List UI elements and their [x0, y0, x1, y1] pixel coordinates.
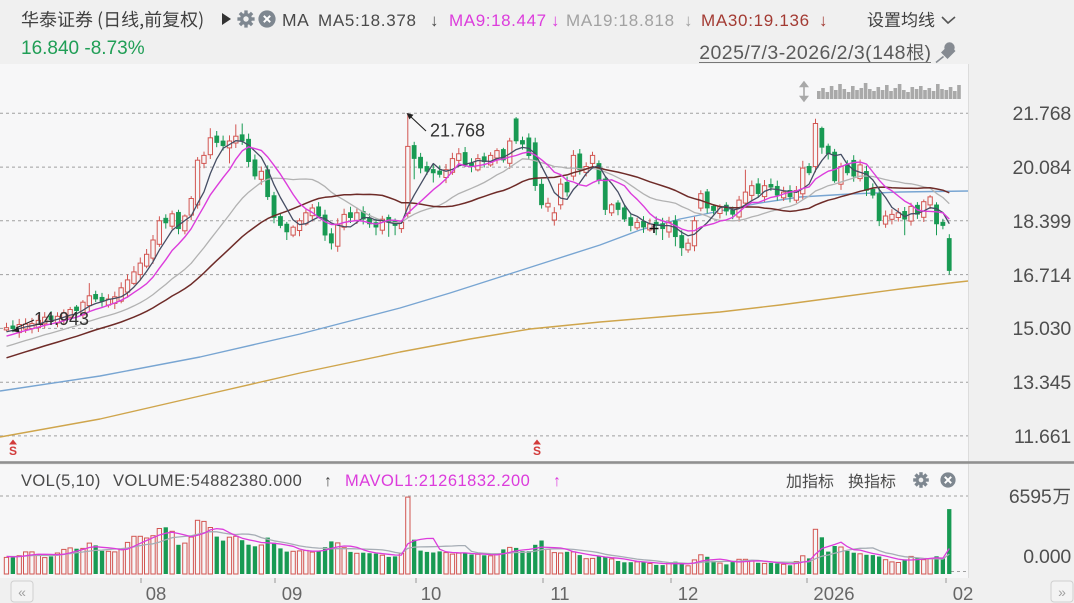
svg-text:15.030: 15.030	[1013, 318, 1072, 340]
svg-text:↑: ↑	[553, 473, 561, 490]
svg-text:MA: MA	[282, 10, 309, 30]
svg-text:MAVOL1:21261832.200: MAVOL1:21261832.200	[345, 472, 530, 490]
svg-text:MA19:18.818: MA19:18.818	[566, 11, 675, 30]
svg-text:S: S	[533, 444, 541, 458]
svg-text:21.768: 21.768	[430, 121, 485, 141]
svg-text:S: S	[9, 444, 17, 458]
svg-text:09: 09	[282, 583, 303, 603]
svg-text:0.000: 0.000	[1023, 546, 1071, 568]
svg-text:02: 02	[953, 583, 974, 603]
svg-text:13.345: 13.345	[1013, 372, 1072, 394]
svg-text:MA5:18.378: MA5:18.378	[318, 11, 417, 30]
svg-text:16.714: 16.714	[1013, 265, 1072, 287]
svg-text:VOL(5,10): VOL(5,10)	[21, 472, 101, 490]
svg-text:11.661: 11.661	[1014, 426, 1071, 448]
svg-text:↓: ↓	[684, 11, 693, 30]
svg-text:): )	[925, 42, 932, 64]
svg-text:20.084: 20.084	[1013, 157, 1072, 179]
svg-text:21.768: 21.768	[1013, 103, 1071, 125]
svg-text:08: 08	[146, 583, 167, 603]
svg-text:14.943: 14.943	[34, 309, 89, 329]
svg-text:2026: 2026	[813, 583, 854, 603]
svg-text:16.840 -8.73%: 16.840 -8.73%	[21, 38, 145, 59]
svg-text:18.399: 18.399	[1013, 211, 1071, 233]
svg-text:6595: 6595	[1009, 486, 1052, 508]
svg-text:↓: ↓	[430, 11, 439, 30]
svg-text:MA9:18.447: MA9:18.447	[449, 11, 547, 30]
svg-text:VOLUME:54882380.000: VOLUME:54882380.000	[113, 472, 302, 490]
svg-text:«: «	[18, 584, 26, 600]
svg-text:»: »	[1058, 584, 1066, 600]
svg-text:11: 11	[550, 583, 569, 603]
svg-text:12: 12	[678, 583, 699, 603]
svg-text:↑: ↑	[324, 473, 332, 490]
svg-text:↓: ↓	[551, 11, 560, 30]
svg-text:MA30:19.136: MA30:19.136	[701, 11, 810, 30]
svg-text:10: 10	[421, 583, 442, 603]
svg-text:↓: ↓	[819, 11, 828, 30]
svg-text:2025/7/3-2026/2/3(148: 2025/7/3-2026/2/3(148	[699, 42, 906, 64]
